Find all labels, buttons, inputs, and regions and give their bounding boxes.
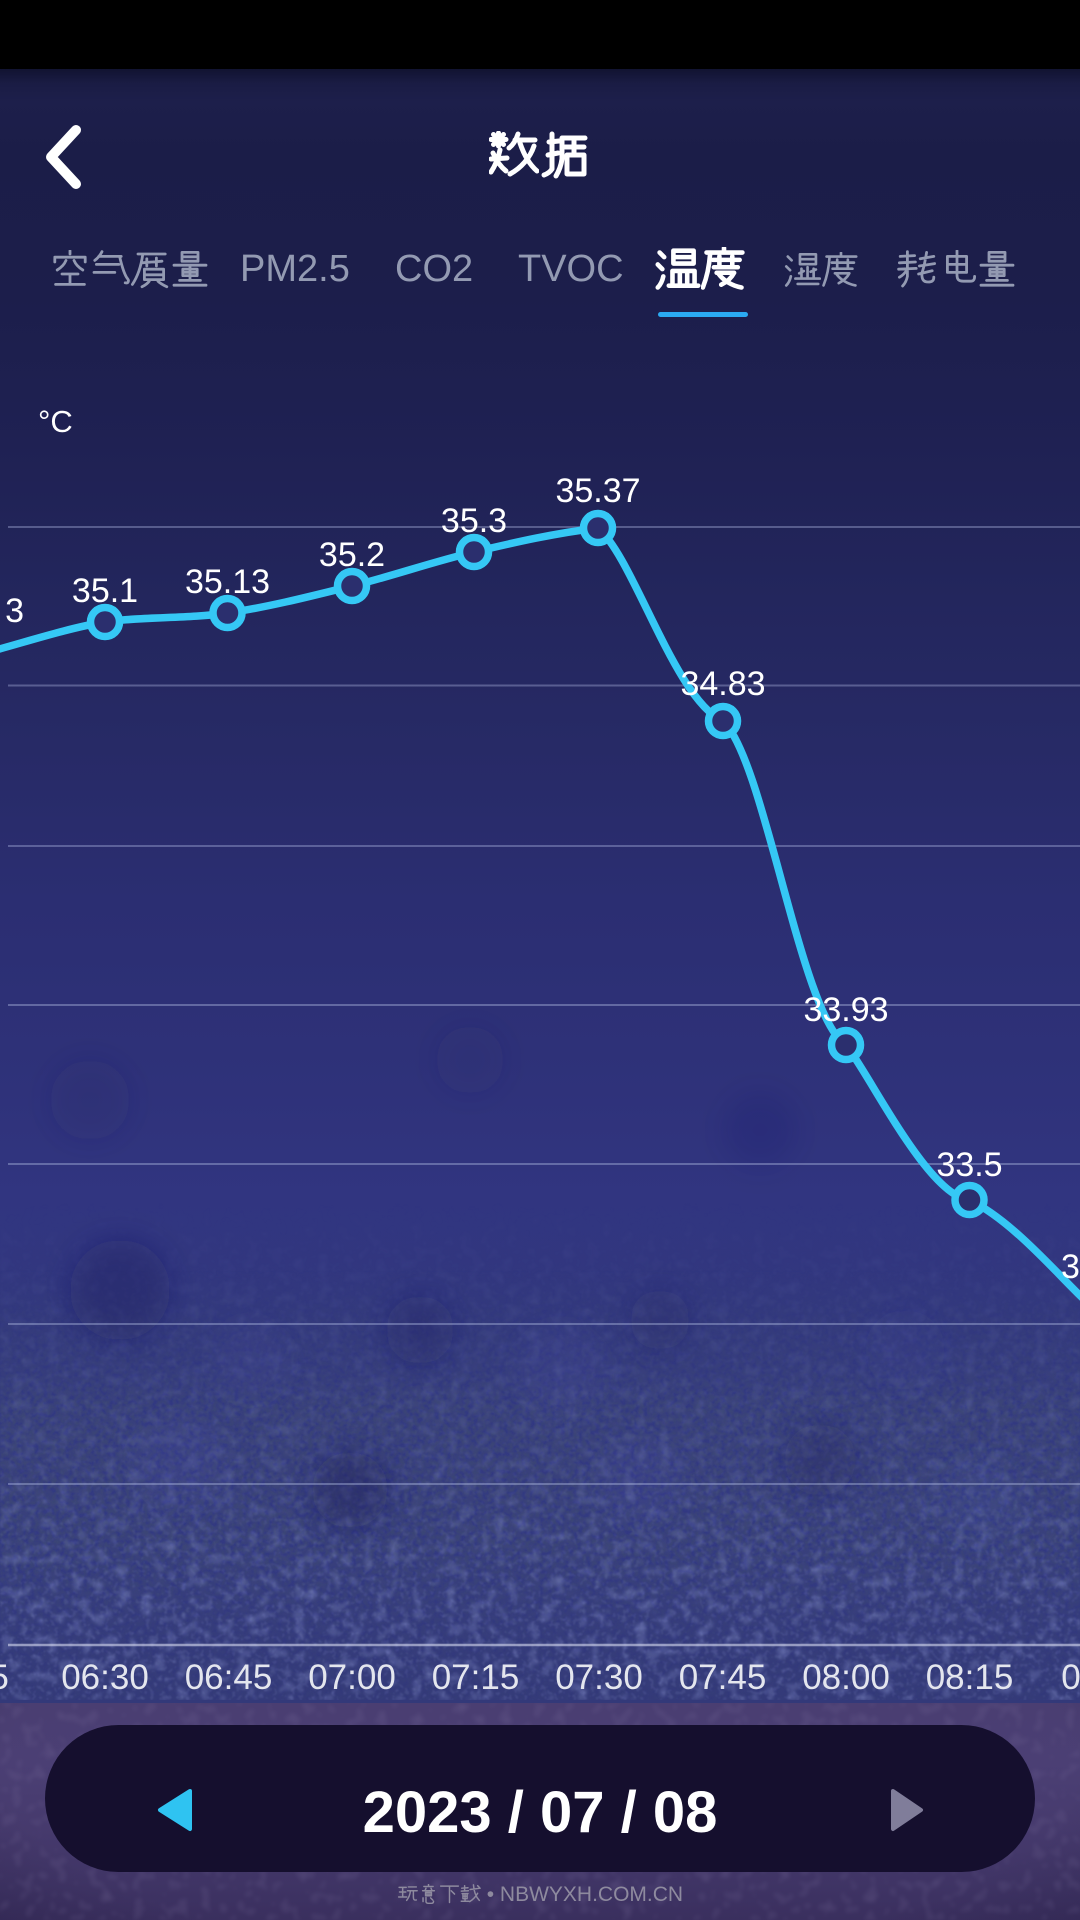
svg-text:35.37: 35.37 xyxy=(555,472,640,510)
svg-text:35.3: 35.3 xyxy=(441,502,507,540)
svg-text:33.2: 33.2 xyxy=(1061,1248,1080,1286)
svg-text:08:30: 08:30 xyxy=(1061,1658,1080,1697)
svg-text:06:45: 06:45 xyxy=(185,1658,273,1697)
svg-text:°C: °C xyxy=(38,404,73,439)
svg-text:33.5: 33.5 xyxy=(936,1146,1002,1184)
svg-text:08:00: 08:00 xyxy=(802,1658,890,1697)
svg-text:35.1: 35.1 xyxy=(72,572,138,610)
svg-text:35.13: 35.13 xyxy=(185,563,270,601)
svg-text:06:30: 06:30 xyxy=(61,1658,149,1697)
svg-text:07:45: 07:45 xyxy=(679,1658,767,1697)
svg-text:07:00: 07:00 xyxy=(308,1658,396,1697)
svg-text:08:15: 08:15 xyxy=(926,1658,1014,1697)
svg-text:33.93: 33.93 xyxy=(803,991,888,1029)
svg-text:35.2: 35.2 xyxy=(319,536,385,574)
svg-text:07:30: 07:30 xyxy=(555,1658,643,1697)
svg-text:06:15: 06:15 xyxy=(0,1658,9,1697)
svg-text:3: 3 xyxy=(5,592,24,630)
svg-text:34.83: 34.83 xyxy=(680,665,765,703)
svg-text:07:15: 07:15 xyxy=(432,1658,520,1697)
